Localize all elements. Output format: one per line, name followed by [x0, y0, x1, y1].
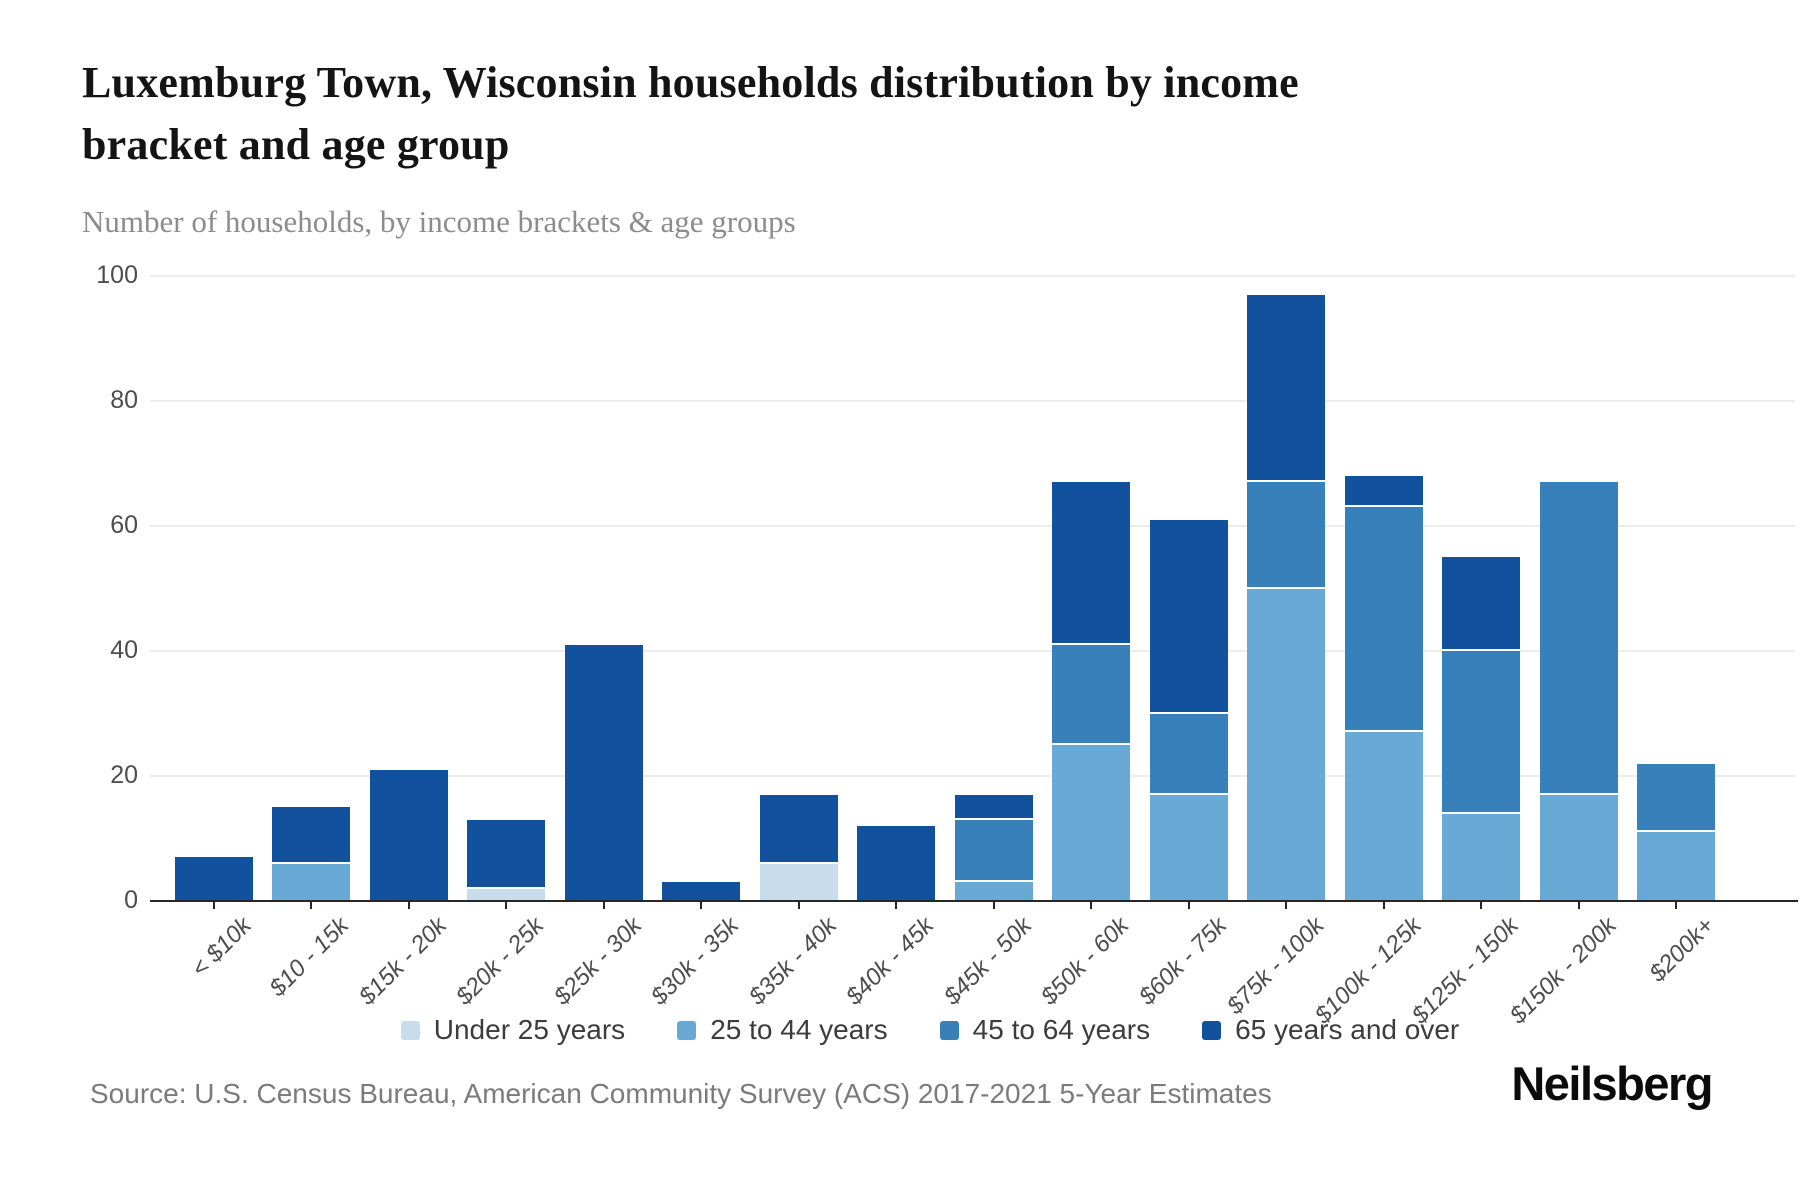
x-axis-label-$40k - 45k: $40k - 45k [841, 912, 940, 1011]
bar-segment-$35k - 40k-Under 25 years[interactable] [759, 863, 838, 901]
y-axis-tick-label-60: 60 [110, 511, 138, 539]
x-axis-line [150, 900, 1798, 902]
legend-swatch-icon [677, 1020, 697, 1040]
x-axis-tick [1577, 902, 1580, 909]
bar-segment-$20k - 25k-65 years and over[interactable] [467, 819, 546, 889]
x-axis-label-$15k - 20k: $15k - 20k [353, 912, 453, 1011]
neilsberg-logo[interactable]: Neilsberg [1511, 1057, 1713, 1110]
chart-title: Luxemburg Town, Wisconsin households dis… [82, 58, 1299, 169]
legend-item-25 to 44 years[interactable]: 25 to 44 years [677, 1014, 888, 1046]
x-axis-label-$50k - 60k: $50k - 60k [1035, 912, 1135, 1011]
legend-label: 25 to 44 years [710, 1014, 888, 1045]
gridline-20 [150, 775, 1795, 777]
bar-segment-$15k - 20k-65 years and over[interactable] [369, 769, 448, 901]
y-axis-tick-label-80: 80 [110, 386, 138, 414]
bar-segment-$45k - 50k-25 to 44 years[interactable] [954, 882, 1033, 901]
bar-segment-$20k - 25k-Under 25 years[interactable] [467, 888, 546, 901]
bar-segment-$125k - 150k-45 to 64 years[interactable] [1442, 651, 1521, 814]
bar-segment-$35k - 40k-65 years and over[interactable] [759, 794, 838, 864]
x-axis-label-< $10k: < $10k [186, 912, 258, 983]
bar-segment-$25k - 30k-65 years and over[interactable] [564, 644, 643, 901]
legend-swatch-icon [400, 1020, 420, 1040]
x-axis-tick [895, 902, 898, 909]
y-axis-tick-label-0: 0 [124, 886, 138, 914]
x-axis-tick [1382, 902, 1385, 909]
x-axis-tick [505, 902, 508, 909]
bar-segment-$50k - 60k-25 to 44 years[interactable] [1052, 744, 1131, 901]
legend-swatch-icon [939, 1020, 959, 1040]
bar-segment-$60k - 75k-25 to 44 years[interactable] [1149, 794, 1228, 901]
x-axis-tick [310, 902, 313, 909]
x-axis-tick [992, 902, 995, 909]
y-axis-tick-label-20: 20 [110, 761, 138, 789]
bar-segment-$10 - 15k-25 to 44 years[interactable] [272, 863, 351, 901]
y-axis-tick-label-40: 40 [110, 636, 138, 664]
bar-segment-$60k - 75k-65 years and over[interactable] [1149, 519, 1228, 714]
legend-swatch-icon [1202, 1020, 1222, 1040]
legend-item-65 years and over[interactable]: 65 years and over [1202, 1014, 1459, 1046]
legend-label: 45 to 64 years [972, 1014, 1151, 1045]
bar-segment-$75k - 100k-25 to 44 years[interactable] [1247, 588, 1326, 901]
bar-segment-$100k - 125k-65 years and over[interactable] [1344, 476, 1423, 508]
bar-segment-$125k - 150k-65 years and over[interactable] [1442, 557, 1521, 651]
bar-segment-$10 - 15k-65 years and over[interactable] [272, 807, 351, 864]
bar-segment-$30k - 35k-65 years and over[interactable] [662, 882, 741, 901]
bar-segment-$200k+-45 to 64 years[interactable] [1637, 763, 1716, 833]
source-note: Source: U.S. Census Bureau, American Com… [90, 1078, 1272, 1109]
x-axis-tick [1187, 902, 1190, 909]
chart-subtitle: Number of households, by income brackets… [82, 204, 796, 239]
x-axis-label-$45k - 50k: $45k - 50k [938, 912, 1037, 1011]
bar-segment-$100k - 125k-45 to 64 years[interactable] [1344, 507, 1423, 733]
x-axis-tick [407, 902, 410, 909]
legend: Under 25 years 25 to 44 years 45 to 64 yea… [150, 1008, 1710, 1052]
legend-label: Under 25 years [433, 1014, 626, 1045]
bar-segment-$40k - 45k-65 years and over[interactable] [857, 826, 936, 901]
x-axis-tick [602, 902, 605, 909]
bar-segment-$150k - 200k-45 to 64 years[interactable] [1539, 482, 1618, 795]
bar-segment-$50k - 60k-65 years and over[interactable] [1052, 482, 1131, 645]
x-axis-label-$20k - 25k: $20k - 25k [451, 912, 550, 1011]
x-axis-tick [1675, 902, 1678, 909]
x-axis-tick [700, 902, 703, 909]
x-axis-label-$200k+: $200k+ [1643, 912, 1720, 988]
bar-segment-$75k - 100k-45 to 64 years[interactable] [1247, 482, 1326, 589]
x-axis-tick [1285, 902, 1288, 909]
x-axis-label-$35k - 40k: $35k - 40k [743, 912, 842, 1011]
bar-segment-$125k - 150k-25 to 44 years[interactable] [1442, 813, 1521, 901]
bar-segment-$60k - 75k-45 to 64 years[interactable] [1149, 713, 1228, 795]
gridline-60 [150, 525, 1795, 527]
x-axis-label-$25k - 30k: $25k - 30k [548, 912, 647, 1011]
x-axis-tick [1480, 902, 1483, 909]
bar-segment-$100k - 125k-25 to 44 years[interactable] [1344, 732, 1423, 901]
legend-label: 65 years and over [1235, 1014, 1460, 1045]
x-axis-label-$60k - 75k: $60k - 75k [1133, 912, 1232, 1011]
gridline-40 [150, 650, 1795, 652]
bar-segment-$75k - 100k-65 years and over[interactable] [1247, 294, 1326, 483]
bar-segment-$50k - 60k-45 to 64 years[interactable] [1052, 644, 1131, 745]
x-axis-label-$10 - 15k: $10 - 15k [264, 912, 355, 1002]
bar-segment-$200k+-25 to 44 years[interactable] [1637, 832, 1716, 901]
legend-item-Under 25 years[interactable]: Under 25 years [400, 1014, 626, 1046]
gridline-100 [150, 275, 1795, 277]
x-axis-label-$30k - 35k: $30k - 35k [646, 912, 745, 1011]
bar-segment-$150k - 200k-25 to 44 years[interactable] [1539, 794, 1618, 901]
x-axis-tick [213, 902, 215, 909]
y-axis-tick-label-100: 100 [96, 261, 138, 289]
bar-segment-$45k - 50k-65 years and over[interactable] [954, 794, 1033, 820]
gridline-80 [150, 400, 1795, 402]
x-axis-tick [797, 902, 800, 909]
legend-item-45 to 64 years[interactable]: 45 to 64 years [939, 1014, 1151, 1046]
bar-segment-$45k - 50k-45 to 64 years[interactable] [954, 819, 1033, 883]
x-axis-tick [1090, 902, 1093, 909]
bar-segment-< $10k-65 years and over[interactable] [175, 857, 253, 901]
